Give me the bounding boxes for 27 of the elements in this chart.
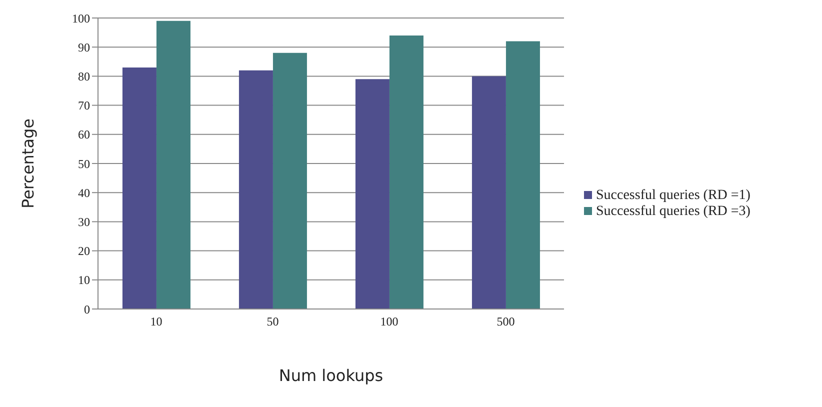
legend-label: Successful queries (RD =3) (596, 204, 750, 218)
bar (272, 52, 307, 309)
x-tick-label: 500 (496, 314, 515, 329)
y-tick-label: 60 (78, 128, 90, 142)
x-axis-title: Num lookups (278, 366, 384, 385)
legend-label: Successful queries (RD =1) (596, 188, 750, 202)
bar (506, 41, 540, 309)
bar (389, 35, 424, 309)
y-tick-label: 50 (78, 156, 90, 171)
y-axis-title: Percentage (18, 118, 38, 209)
y-tick-label: 100 (72, 11, 90, 26)
y-tick-label: 70 (78, 98, 90, 113)
y-tick-label: 40 (78, 186, 90, 200)
bar (238, 70, 273, 309)
bar (472, 76, 506, 309)
y-tick-label: 90 (78, 40, 90, 54)
x-tick-label: 10 (150, 314, 162, 329)
bar (355, 79, 390, 309)
bar (122, 67, 156, 309)
y-tick-label: 20 (78, 244, 90, 258)
bar (156, 20, 190, 309)
x-tick-label: 100 (380, 314, 398, 329)
y-tick-label: 30 (78, 214, 90, 229)
x-tick-label: 50 (266, 314, 279, 329)
y-tick-label: 10 (78, 273, 90, 288)
y-tick-label: 0 (84, 302, 90, 316)
y-tick-label: 80 (78, 69, 90, 84)
